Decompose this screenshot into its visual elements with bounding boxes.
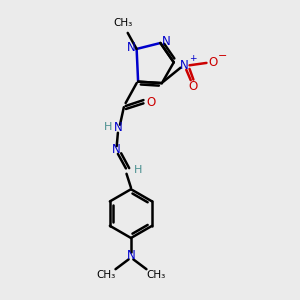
Text: CH₃: CH₃ xyxy=(96,270,115,280)
Text: N: N xyxy=(114,121,123,134)
Text: N: N xyxy=(161,35,170,48)
Text: −: − xyxy=(218,51,227,62)
Text: H: H xyxy=(134,165,142,175)
Text: N: N xyxy=(127,249,135,262)
Text: CH₃: CH₃ xyxy=(147,270,166,280)
Text: +: + xyxy=(189,54,196,63)
Text: H: H xyxy=(104,122,112,132)
Text: O: O xyxy=(208,56,217,68)
Text: O: O xyxy=(188,80,198,93)
Text: O: O xyxy=(146,96,155,109)
Text: N: N xyxy=(180,59,189,72)
Text: N: N xyxy=(127,41,136,54)
Text: CH₃: CH₃ xyxy=(114,18,133,28)
Text: N: N xyxy=(112,143,121,156)
